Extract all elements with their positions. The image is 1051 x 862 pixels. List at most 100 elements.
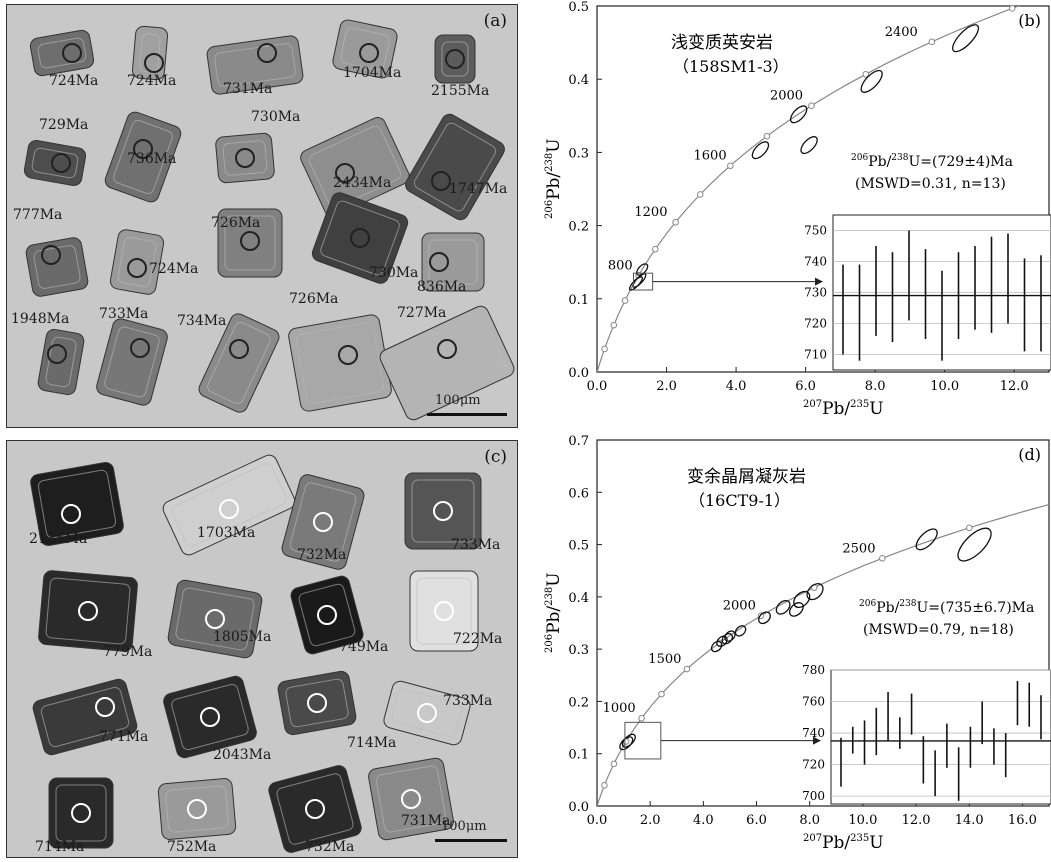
y-tick-label: 0.3: [568, 643, 589, 658]
inset-y-tick-label: 710: [804, 348, 827, 362]
x-tick-label: 2.0: [640, 813, 661, 828]
grain-body: [379, 305, 515, 421]
weighted-mean-age: 206Pb/238U=(729±4)Ma: [851, 153, 1013, 170]
weighted-mean-age: 206Pb/238U=(735±6.7)Ma: [859, 599, 1034, 616]
zircon-grain: [300, 117, 410, 217]
data-ellipse: [724, 630, 736, 642]
zircon-grain: [383, 680, 471, 746]
grain-zoning: [276, 773, 354, 845]
grain-body: [157, 778, 237, 840]
concordia-age-label: 1000: [603, 701, 636, 716]
y-tick-label: 0.4: [568, 591, 589, 606]
data-ellipse: [860, 69, 883, 93]
zircon-grain: [215, 132, 275, 184]
analysis-spot: [401, 789, 421, 809]
zircon-grain: [23, 140, 87, 186]
y-tick-label: 0.2: [568, 695, 589, 710]
concordia-age-marker: [1008, 5, 1016, 12]
concordia-age-marker: [672, 218, 679, 226]
zircon-grain: [163, 675, 257, 759]
analysis-spot: [257, 43, 277, 63]
age-label: 2434Ma: [333, 175, 391, 191]
x-tick-label: 2.0: [656, 379, 677, 394]
rock-name: 浅变质英安岩: [671, 33, 773, 53]
age-label: 714Ma: [347, 735, 396, 751]
x-tick-label: 6.0: [795, 379, 816, 394]
concordia-chart-d: 0.0 0.1 0.2 0.3 0.4 0.5 0.6 0.7 0.0 2.0 4.0 6.0 8.0 1…: [544, 434, 1051, 853]
x-tick-label: 12.0: [1000, 379, 1029, 394]
x-tick-label: 8.0: [799, 813, 820, 828]
grain-zoning: [441, 41, 469, 77]
grain-zoning: [33, 245, 81, 289]
analysis-spot: [437, 339, 457, 359]
analysis-spot: [359, 43, 379, 63]
grain-zoning: [104, 326, 160, 398]
zircon-grain: [379, 305, 515, 421]
zircon-grain: [157, 778, 237, 840]
concordia-age-label: 1200: [634, 205, 667, 220]
analysis-spot: [335, 163, 355, 183]
mswd-text: (MSWD=0.79, n=18): [863, 622, 1014, 638]
analysis-spot: [434, 601, 454, 621]
x-tick-label: 10.0: [848, 813, 877, 828]
grain-zoning: [298, 583, 356, 647]
x-tick-label: 0.0: [587, 813, 608, 828]
y-tick-label: 0.5: [568, 539, 589, 554]
analysis-spot: [71, 803, 91, 823]
zoom-box: [633, 272, 654, 291]
analysis-spot: [41, 245, 61, 265]
grain-body: [368, 757, 454, 841]
analysis-spot: [338, 345, 358, 365]
grain-body: [405, 113, 505, 221]
x-tick-label: 0.0: [587, 379, 608, 394]
y-tick-label: 0.1: [568, 293, 589, 308]
grain-zoning: [207, 322, 271, 404]
zircon-grain: [167, 579, 263, 659]
data-ellipse: [952, 24, 980, 53]
inset-y-tick-label: 730: [804, 286, 827, 300]
zircon-grains-c: 2135Ma 1703Ma 732Ma 733Ma 779Ma 1805Ma 749Ma 72…: [29, 454, 502, 855]
analysis-spot: [133, 139, 153, 159]
zircon-grain: [131, 25, 169, 81]
analysis-spot: [47, 344, 67, 364]
grain-zoning: [375, 765, 447, 833]
y-tick-label: 0.0: [568, 800, 589, 815]
grain-zoning: [308, 125, 402, 209]
rock-name: 变余晶屑凝灰岩: [687, 467, 806, 487]
sample-id: （158SM1-3）: [673, 57, 789, 76]
analysis-spot: [187, 799, 207, 819]
age-label: 836Ma: [417, 279, 466, 295]
age-label: 731Ma: [223, 81, 272, 97]
age-label: 724Ma: [149, 261, 198, 277]
concordia-age-label: 1600: [694, 149, 727, 164]
grain-zoning: [40, 686, 130, 748]
grain-zoning: [295, 322, 385, 404]
grain-zoning: [388, 314, 506, 412]
analysis-spot: [433, 501, 453, 521]
age-label: 2155Ma: [431, 83, 489, 99]
zircon-grain: [206, 35, 304, 95]
grain-body: [215, 132, 275, 184]
zircon-grain: [405, 113, 505, 221]
grain-body: [290, 575, 364, 655]
grain-zoning: [139, 33, 161, 73]
data-ellipse: [775, 599, 791, 615]
zircon-grain: [409, 570, 479, 652]
zircon-grain: [404, 472, 482, 550]
age-label: 1948Ma: [11, 311, 69, 327]
data-ellipse: [789, 105, 808, 124]
analysis-spot: [305, 799, 325, 819]
concordia-age-marker: [610, 760, 618, 768]
concordia-age-label: 2000: [770, 89, 803, 104]
x-tick-label: 12.0: [902, 813, 931, 828]
analysis-spot: [229, 339, 249, 359]
grain-zoning: [413, 122, 497, 212]
grain-body: [96, 318, 168, 406]
panel-label-a: (a): [483, 11, 507, 31]
concordia-age-marker: [928, 38, 936, 46]
scale-bar-c: [435, 839, 507, 842]
inset-y-tick-label: 700: [802, 789, 825, 803]
grain-body: [198, 313, 280, 413]
data-ellipse: [710, 640, 723, 653]
age-label: 736Ma: [127, 151, 176, 167]
